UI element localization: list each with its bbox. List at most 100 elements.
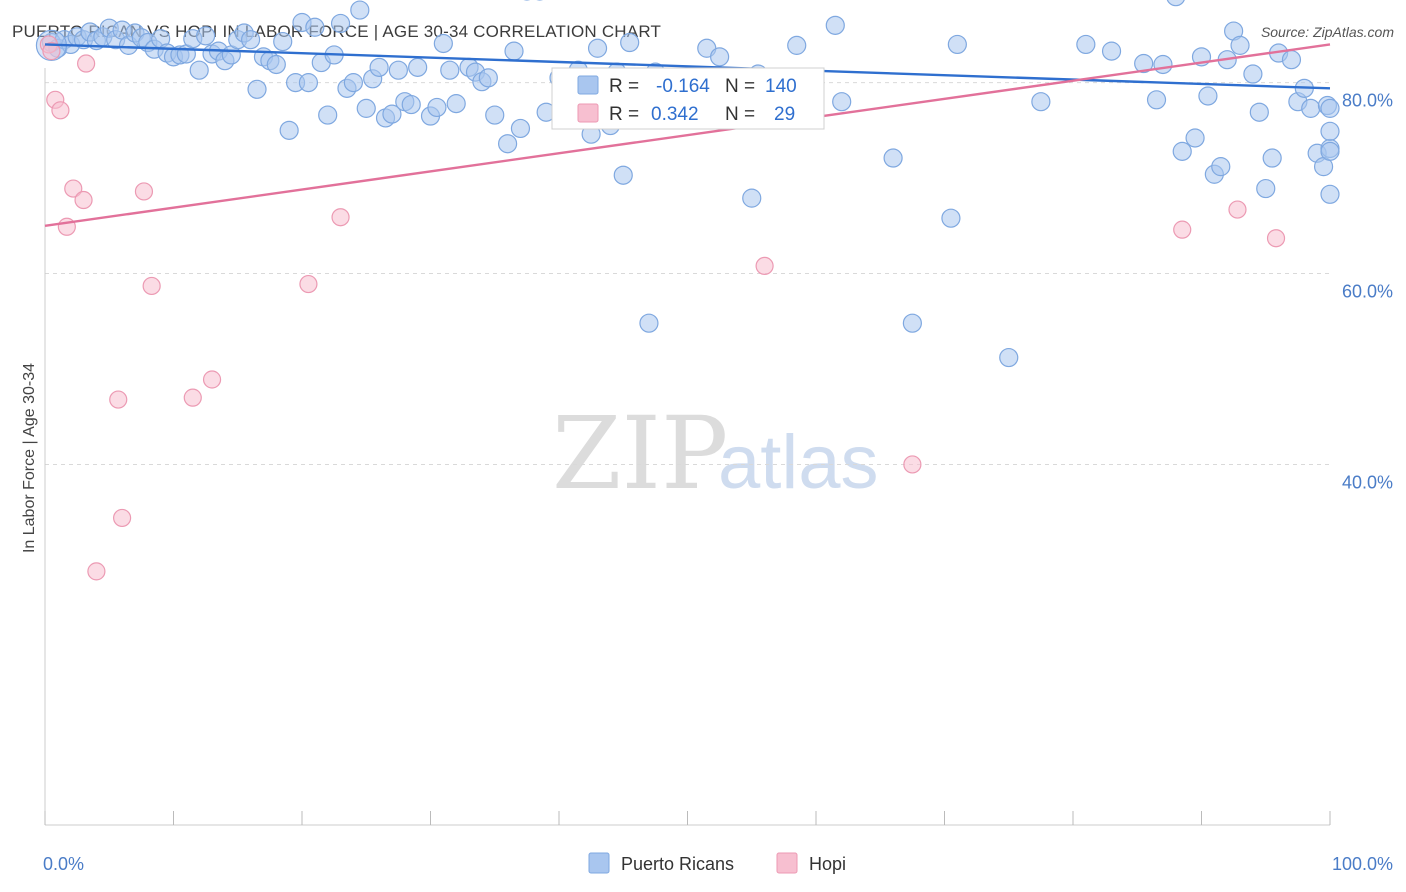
point-blue-82: [613, 165, 633, 185]
legend-n-value-1: 140: [765, 76, 797, 97]
point-pink-24: [1173, 220, 1192, 239]
point-blue-68: [485, 105, 505, 125]
trend-line-hopi: [44, 43, 1331, 227]
point-blue-135: [1320, 184, 1340, 204]
axes: 0.0% 100.0%: [43, 68, 1393, 874]
point-blue-94: [825, 15, 845, 35]
legend-n-label-2: N =: [725, 104, 755, 125]
point-blue-57: [408, 57, 428, 77]
legend-n-label-1: N =: [725, 76, 755, 97]
point-blue-24: [196, 26, 216, 46]
source-credit: Source: ZipAtlas.com: [1260, 24, 1394, 40]
point-pink-26: [1228, 200, 1247, 219]
point-blue-89: [710, 47, 730, 67]
point-pink-1: [42, 42, 61, 61]
point-blue-108: [1134, 53, 1154, 74]
point-blue-95: [832, 92, 852, 112]
point-pink-3: [51, 101, 70, 120]
bottom-legend-label-hopi: Hopi: [809, 854, 846, 874]
x-tick-label-0: 0.0%: [43, 854, 84, 874]
point-blue-67: [478, 68, 498, 88]
legend-n-value-2: 29: [774, 104, 795, 125]
point-blue-53: [382, 104, 402, 124]
point-blue-60: [427, 97, 447, 118]
series-hopi: [39, 35, 1286, 581]
point-blue-147: [620, 32, 640, 53]
y-axis-label: In Labor Force | Age 30-34: [21, 363, 38, 553]
point-blue-101: [947, 34, 967, 55]
point-pink-13: [142, 276, 161, 296]
point-blue-48: [350, 0, 370, 20]
point-blue-122: [1243, 64, 1263, 84]
legend-r-label-2: R =: [609, 104, 639, 125]
point-blue-117: [1211, 157, 1231, 177]
point-blue-92: [787, 35, 807, 55]
point-pink-20: [755, 256, 774, 276]
point-blue-123: [1249, 102, 1269, 122]
point-blue-69: [498, 134, 518, 154]
point-pink-21: [903, 455, 922, 474]
point-blue-35: [266, 54, 286, 75]
point-blue-51: [369, 57, 389, 77]
point-pink-8: [87, 562, 106, 581]
point-blue-110: [1153, 54, 1173, 75]
point-blue-109: [1146, 90, 1167, 110]
point-blue-37: [279, 120, 299, 140]
point-pink-18: [331, 208, 350, 227]
point-blue-131: [1301, 98, 1321, 118]
trend-lines: [44, 43, 1331, 227]
point-blue-111: [1166, 0, 1185, 7]
point-blue-32: [247, 79, 267, 99]
point-blue-63: [446, 94, 466, 114]
point-pink-17: [299, 274, 318, 294]
point-blue-120: [1230, 35, 1250, 55]
bottom-legend-label-puerto-ricans: Puerto Ricans: [621, 854, 734, 874]
legend-r-value-2: 0.342: [651, 104, 699, 125]
point-pink-16: [202, 370, 222, 389]
point-blue-40: [298, 73, 319, 93]
point-blue-45: [330, 13, 351, 34]
point-blue-112: [1172, 141, 1192, 161]
point-blue-97: [883, 148, 903, 168]
legend-r-label-1: R =: [609, 76, 639, 97]
stats-legend: R = -0.164 N = 140 R = 0.342 N = 29: [551, 67, 825, 130]
point-blue-49: [356, 98, 376, 118]
point-blue-124: [1256, 178, 1276, 199]
point-pink-6: [74, 190, 93, 210]
point-blue-43: [318, 105, 338, 125]
point-pink-11: [112, 508, 132, 528]
point-blue-79: [587, 38, 608, 58]
point-blue-100: [941, 208, 961, 228]
point-blue-128: [1281, 50, 1302, 70]
point-blue-115: [1198, 86, 1218, 106]
legend-r-value-1: -0.164: [656, 76, 710, 97]
series-puerto-ricans: [35, 0, 1340, 368]
point-blue-137: [1320, 121, 1340, 141]
point-pink-12: [134, 182, 154, 201]
point-pink-10: [109, 390, 128, 409]
point-pink-28: [1266, 229, 1286, 248]
point-blue-102: [999, 347, 1019, 368]
point-blue-149: [504, 41, 524, 61]
point-blue-23: [189, 60, 209, 80]
point-blue-98: [902, 313, 922, 333]
point-blue-47: [343, 73, 363, 93]
point-pink-7: [77, 54, 96, 73]
watermark-atlas: atlas: [718, 420, 879, 505]
point-blue-113: [1185, 128, 1205, 148]
legend-swatch-pink: [577, 103, 599, 123]
point-blue-138: [1320, 141, 1340, 161]
point-blue-139: [1320, 98, 1340, 118]
point-blue-107: [1101, 41, 1122, 61]
x-tick-label-100: 100.0%: [1332, 854, 1393, 874]
point-blue-62: [440, 60, 460, 80]
point-blue-41: [305, 17, 325, 37]
point-blue-56: [401, 94, 421, 115]
point-blue-61: [433, 33, 453, 54]
point-blue-36: [273, 31, 293, 52]
bottom-legend-swatch-blue: [588, 852, 610, 874]
point-blue-104: [1031, 92, 1051, 112]
y-tick-label-60: 60.0%: [1342, 282, 1393, 302]
bottom-legend-swatch-pink: [776, 852, 798, 874]
